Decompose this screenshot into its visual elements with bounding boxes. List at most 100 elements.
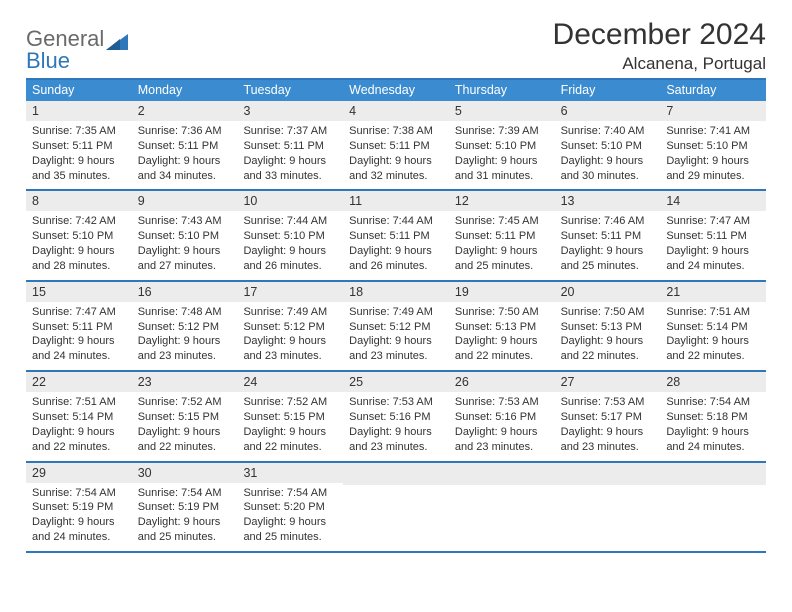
sunset-line: Sunset: 5:20 PM [243, 500, 337, 515]
daylight-line: and 22 minutes. [32, 440, 126, 455]
day-number: 12 [449, 191, 555, 211]
day-cell: 8Sunrise: 7:42 AMSunset: 5:10 PMDaylight… [26, 191, 132, 279]
sunrise-line: Sunrise: 7:51 AM [666, 305, 760, 320]
daylight-line: and 23 minutes. [349, 440, 443, 455]
sunrise-line: Sunrise: 7:51 AM [32, 395, 126, 410]
day-cell: 17Sunrise: 7:49 AMSunset: 5:12 PMDayligh… [237, 282, 343, 370]
sunset-line: Sunset: 5:11 PM [455, 229, 549, 244]
day-cell: 28Sunrise: 7:54 AMSunset: 5:18 PMDayligh… [660, 372, 766, 460]
day-cell: 6Sunrise: 7:40 AMSunset: 5:10 PMDaylight… [555, 101, 661, 189]
day-cell: 25Sunrise: 7:53 AMSunset: 5:16 PMDayligh… [343, 372, 449, 460]
day-number: 17 [237, 282, 343, 302]
day-cell: 12Sunrise: 7:45 AMSunset: 5:11 PMDayligh… [449, 191, 555, 279]
sunset-line: Sunset: 5:16 PM [455, 410, 549, 425]
week-row: 8Sunrise: 7:42 AMSunset: 5:10 PMDaylight… [26, 189, 766, 279]
sunrise-line: Sunrise: 7:54 AM [138, 486, 232, 501]
day-body: Sunrise: 7:50 AMSunset: 5:13 PMDaylight:… [555, 302, 661, 364]
weekday-header-row: Sunday Monday Tuesday Wednesday Thursday… [26, 80, 766, 101]
sunset-line: Sunset: 5:17 PM [561, 410, 655, 425]
daylight-line: and 28 minutes. [32, 259, 126, 274]
daylight-line: Daylight: 9 hours [666, 425, 760, 440]
daylight-line: and 25 minutes. [455, 259, 549, 274]
weeks-container: 1Sunrise: 7:35 AMSunset: 5:11 PMDaylight… [26, 101, 766, 551]
day-cell: 14Sunrise: 7:47 AMSunset: 5:11 PMDayligh… [660, 191, 766, 279]
daylight-line: and 27 minutes. [138, 259, 232, 274]
sunset-line: Sunset: 5:10 PM [32, 229, 126, 244]
sunrise-line: Sunrise: 7:36 AM [138, 124, 232, 139]
daylight-line: Daylight: 9 hours [243, 244, 337, 259]
day-body: Sunrise: 7:37 AMSunset: 5:11 PMDaylight:… [237, 121, 343, 183]
daylight-line: Daylight: 9 hours [32, 244, 126, 259]
sunrise-line: Sunrise: 7:40 AM [561, 124, 655, 139]
daylight-line: Daylight: 9 hours [243, 425, 337, 440]
day-body: Sunrise: 7:48 AMSunset: 5:12 PMDaylight:… [132, 302, 238, 364]
day-number: 23 [132, 372, 238, 392]
day-number: 6 [555, 101, 661, 121]
day-cell: 7Sunrise: 7:41 AMSunset: 5:10 PMDaylight… [660, 101, 766, 189]
sunset-line: Sunset: 5:11 PM [243, 139, 337, 154]
daylight-line: Daylight: 9 hours [32, 515, 126, 530]
day-number: 20 [555, 282, 661, 302]
sunset-line: Sunset: 5:10 PM [455, 139, 549, 154]
day-number: 14 [660, 191, 766, 211]
sunrise-line: Sunrise: 7:54 AM [32, 486, 126, 501]
day-number: 25 [343, 372, 449, 392]
day-number: 19 [449, 282, 555, 302]
daylight-line: and 33 minutes. [243, 169, 337, 184]
sunrise-line: Sunrise: 7:53 AM [349, 395, 443, 410]
sunrise-line: Sunrise: 7:49 AM [349, 305, 443, 320]
day-body: Sunrise: 7:52 AMSunset: 5:15 PMDaylight:… [132, 392, 238, 454]
daylight-line: and 22 minutes. [666, 349, 760, 364]
sunset-line: Sunset: 5:18 PM [666, 410, 760, 425]
sunrise-line: Sunrise: 7:43 AM [138, 214, 232, 229]
day-number: 31 [237, 463, 343, 483]
day-body: Sunrise: 7:50 AMSunset: 5:13 PMDaylight:… [449, 302, 555, 364]
daylight-line: and 25 minutes. [138, 530, 232, 545]
day-cell-blank [660, 463, 766, 551]
sunrise-line: Sunrise: 7:53 AM [561, 395, 655, 410]
day-cell: 15Sunrise: 7:47 AMSunset: 5:11 PMDayligh… [26, 282, 132, 370]
sunset-line: Sunset: 5:19 PM [138, 500, 232, 515]
daylight-line: Daylight: 9 hours [243, 154, 337, 169]
logo-word-general: General [26, 28, 104, 50]
day-cell-blank [555, 463, 661, 551]
daylight-line: Daylight: 9 hours [32, 334, 126, 349]
sunset-line: Sunset: 5:11 PM [349, 139, 443, 154]
day-cell: 27Sunrise: 7:53 AMSunset: 5:17 PMDayligh… [555, 372, 661, 460]
daylight-line: Daylight: 9 hours [138, 425, 232, 440]
day-cell: 16Sunrise: 7:48 AMSunset: 5:12 PMDayligh… [132, 282, 238, 370]
sunset-line: Sunset: 5:14 PM [32, 410, 126, 425]
sunset-line: Sunset: 5:10 PM [561, 139, 655, 154]
weekday-header: Tuesday [237, 80, 343, 101]
daylight-line: Daylight: 9 hours [243, 334, 337, 349]
day-number [449, 463, 555, 485]
day-number [555, 463, 661, 485]
daylight-line: and 24 minutes. [32, 349, 126, 364]
sunrise-line: Sunrise: 7:38 AM [349, 124, 443, 139]
week-row: 15Sunrise: 7:47 AMSunset: 5:11 PMDayligh… [26, 280, 766, 370]
day-cell: 24Sunrise: 7:52 AMSunset: 5:15 PMDayligh… [237, 372, 343, 460]
weekday-header: Saturday [660, 80, 766, 101]
day-number: 10 [237, 191, 343, 211]
daylight-line: Daylight: 9 hours [349, 154, 443, 169]
day-body: Sunrise: 7:54 AMSunset: 5:19 PMDaylight:… [26, 483, 132, 545]
day-cell: 5Sunrise: 7:39 AMSunset: 5:10 PMDaylight… [449, 101, 555, 189]
daylight-line: Daylight: 9 hours [349, 244, 443, 259]
day-cell: 19Sunrise: 7:50 AMSunset: 5:13 PMDayligh… [449, 282, 555, 370]
daylight-line: and 23 minutes. [243, 349, 337, 364]
day-body: Sunrise: 7:46 AMSunset: 5:11 PMDaylight:… [555, 211, 661, 273]
daylight-line: and 24 minutes. [666, 440, 760, 455]
sunrise-line: Sunrise: 7:50 AM [561, 305, 655, 320]
daylight-line: and 31 minutes. [455, 169, 549, 184]
day-number: 11 [343, 191, 449, 211]
sunrise-line: Sunrise: 7:50 AM [455, 305, 549, 320]
day-body: Sunrise: 7:49 AMSunset: 5:12 PMDaylight:… [343, 302, 449, 364]
sunrise-line: Sunrise: 7:46 AM [561, 214, 655, 229]
sunrise-line: Sunrise: 7:47 AM [666, 214, 760, 229]
day-body: Sunrise: 7:39 AMSunset: 5:10 PMDaylight:… [449, 121, 555, 183]
day-number: 27 [555, 372, 661, 392]
sunset-line: Sunset: 5:12 PM [138, 320, 232, 335]
day-number: 16 [132, 282, 238, 302]
daylight-line: Daylight: 9 hours [32, 425, 126, 440]
daylight-line: and 35 minutes. [32, 169, 126, 184]
